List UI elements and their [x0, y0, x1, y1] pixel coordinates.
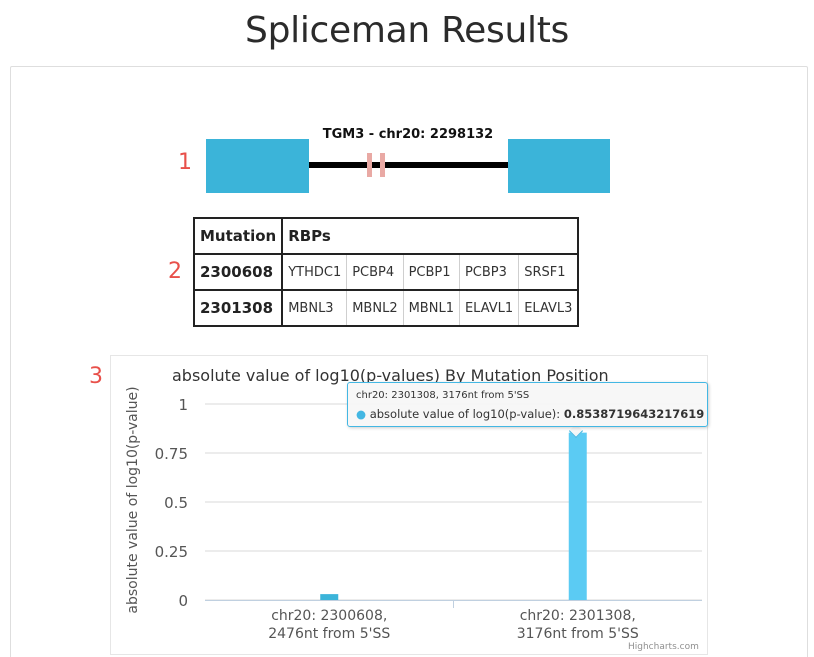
tooltip-value: 0.8538719643217619	[563, 407, 705, 421]
table-header-rbps: RBPs	[281, 217, 579, 255]
chart-title: absolute value of log10(p-values) By Mut…	[172, 366, 609, 385]
rbp-cell: MBNL3	[281, 289, 348, 327]
section-marker-1: 1	[178, 150, 192, 175]
table-header-mutation: Mutation	[193, 217, 284, 255]
tooltip-series-label: absolute value of log10(p-value):	[369, 407, 561, 421]
section-marker-3: 3	[89, 364, 103, 389]
mutation-marker	[367, 153, 372, 177]
intron-line	[309, 162, 508, 168]
section-marker-2: 2	[168, 259, 182, 284]
chart-tooltip: chr20: 2301308, 3176nt from 5'SS ● absol…	[347, 382, 708, 427]
rbp-cell: ELAVL1	[458, 289, 520, 327]
page-title: Spliceman Results	[245, 10, 569, 51]
rbp-cell: MBNL2	[346, 289, 404, 327]
rbp-cell: MBNL1	[402, 289, 460, 327]
mutation-marker	[380, 153, 385, 177]
y-axis-title: absolute value of log10(p-value)	[125, 386, 141, 614]
table-row: 2300608 YTHDC1 PCBP4 PCBP1 PCBP3 SRSF1	[193, 253, 579, 291]
gene-label: TGM3 - chr20: 2298132	[322, 127, 494, 142]
rbp-cell: PCBP3	[458, 253, 520, 291]
rbp-cell: PCBP4	[346, 253, 404, 291]
rbp-cell: SRSF1	[518, 253, 579, 291]
tooltip-header: chr20: 2301308, 3176nt from 5'SS	[356, 390, 530, 401]
rbp-cell: PCBP1	[402, 253, 460, 291]
series-dot-icon: ●	[356, 407, 367, 421]
rbp-table: Mutation RBPs 2300608 YTHDC1 PCBP4 PCBP1…	[193, 217, 580, 327]
table-header-row: Mutation RBPs	[193, 217, 579, 255]
mutation-cell: 2301308	[193, 289, 284, 327]
highcharts-credits[interactable]: Highcharts.com	[628, 642, 699, 652]
exon-left	[206, 139, 309, 193]
exon-right	[508, 139, 610, 193]
rbp-cell: YTHDC1	[281, 253, 348, 291]
table-row: 2301308 MBNL3 MBNL2 MBNL1 ELAVL1 ELAVL3	[193, 289, 579, 327]
tooltip-line: ● absolute value of log10(p-value): 0.85…	[356, 407, 704, 421]
rbp-cell: ELAVL3	[518, 289, 579, 327]
mutation-cell: 2300608	[193, 253, 284, 291]
